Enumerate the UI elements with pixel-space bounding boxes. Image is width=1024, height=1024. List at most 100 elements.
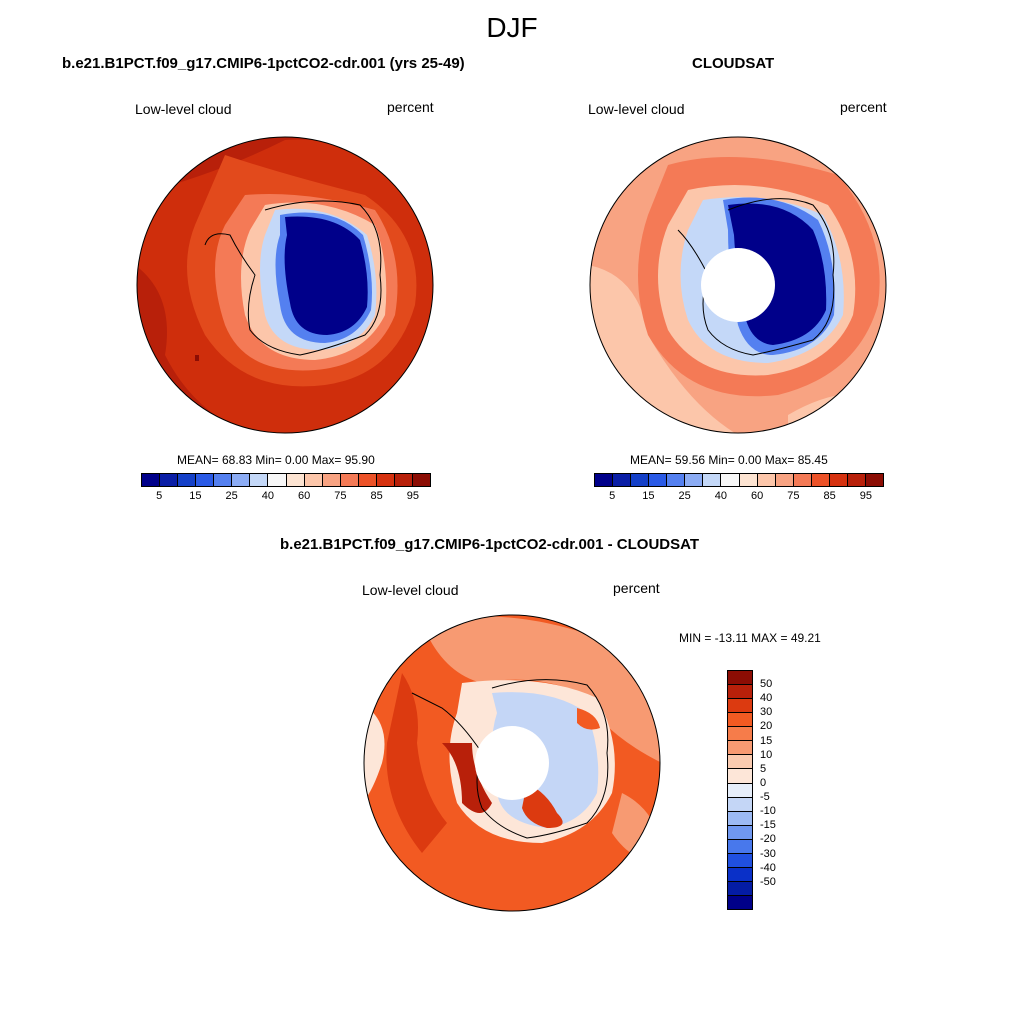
colorbar-swatch xyxy=(667,474,686,486)
colorbar-swatch xyxy=(685,474,704,486)
colorbar-tick-label: 40 xyxy=(261,490,274,502)
colorbar-swatch xyxy=(793,474,812,486)
colorbar-tick-label: -40 xyxy=(760,861,776,874)
colorbar-swatch xyxy=(728,713,752,728)
model-units-label: percent xyxy=(387,99,434,115)
colorbar-tick-label: 15 xyxy=(642,490,655,502)
colorbar-tick-label: 60 xyxy=(751,490,764,502)
colorbar-swatch xyxy=(649,474,668,486)
figure-title: DJF xyxy=(486,12,538,43)
colorbar-swatch xyxy=(728,896,752,910)
colorbar-swatch xyxy=(304,474,323,486)
colorbar-swatch xyxy=(232,474,251,486)
colorbar-tick-label: -20 xyxy=(760,833,776,846)
colorbar-tick-label: 50 xyxy=(760,678,773,691)
colorbar-tick-label: 75 xyxy=(787,490,800,502)
colorbar-swatch xyxy=(340,474,359,486)
colorbar-swatch xyxy=(358,474,377,486)
colorbar-swatch xyxy=(728,769,752,784)
colorbar-swatch xyxy=(142,474,161,486)
colorbar-swatch xyxy=(728,825,752,840)
colorbar-swatch xyxy=(775,474,794,486)
colorbar-tick-label: 95 xyxy=(859,490,872,502)
colorbar-swatch xyxy=(214,474,233,486)
colorbar-swatch xyxy=(739,474,758,486)
colorbar-swatch xyxy=(847,474,866,486)
colorbar-swatch xyxy=(268,474,287,486)
colorbar-tick-label: 0 xyxy=(760,776,767,789)
colorbar-tick-label: -10 xyxy=(760,805,776,818)
obs-units-label: percent xyxy=(840,99,887,115)
colorbar-swatch xyxy=(631,474,650,486)
colorbar-swatch xyxy=(322,474,341,486)
colorbar-swatch xyxy=(865,474,883,486)
colorbar-tick-label: 15 xyxy=(760,734,773,747)
colorbar-swatch xyxy=(728,867,752,882)
colorbar-swatch xyxy=(613,474,632,486)
diff-units-label: percent xyxy=(613,580,660,596)
colorbar-swatch xyxy=(250,474,269,486)
model-polar-map xyxy=(136,136,434,434)
obs-stats: MEAN= 59.56 Min= 0.00 Max= 85.45 xyxy=(630,453,828,467)
colorbar-swatch xyxy=(728,727,752,742)
colorbar-tick-label: 75 xyxy=(334,490,347,502)
colorbar-swatch xyxy=(178,474,197,486)
colorbar-swatch xyxy=(728,755,752,770)
colorbar-swatch xyxy=(376,474,395,486)
colorbar-swatch xyxy=(829,474,848,486)
colorbar-tick-label: -15 xyxy=(760,819,776,832)
colorbar-swatch xyxy=(595,474,614,486)
colorbar-swatch xyxy=(728,685,752,700)
colorbar-tick-label: 85 xyxy=(823,490,836,502)
diff-panel-title: b.e21.B1PCT.f09_g17.CMIP6-1pctCO2-cdr.00… xyxy=(280,536,700,553)
colorbar-tick-label: 5 xyxy=(760,762,767,775)
obs-polar-map xyxy=(589,136,887,434)
colorbar-swatch xyxy=(721,474,740,486)
obs-colorbar: 5 15 25 40 60 75 85 95 xyxy=(594,473,884,502)
colorbar-swatch xyxy=(728,853,752,868)
model-colorbar: 5 15 25 40 60 75 85 95 xyxy=(141,473,431,502)
colorbar-swatch xyxy=(728,811,752,826)
colorbar-swatch xyxy=(757,474,776,486)
colorbar-swatch xyxy=(728,783,752,798)
colorbar-tick-label: 20 xyxy=(760,720,773,733)
colorbar-swatch xyxy=(728,671,752,686)
diff-variable-label: Low-level cloud xyxy=(362,582,459,598)
obs-panel-title: CLOUDSAT xyxy=(692,55,775,72)
colorbar-swatch xyxy=(394,474,413,486)
diff-colorbar xyxy=(727,670,753,910)
diff-polar-map xyxy=(363,614,661,912)
diff-minmax: MIN = -13.11 MAX = 49.21 xyxy=(679,631,821,645)
colorbar-swatch xyxy=(728,741,752,756)
colorbar-swatch xyxy=(728,797,752,812)
colorbar-tick-label: 30 xyxy=(760,706,773,719)
model-variable-label: Low-level cloud xyxy=(135,101,232,117)
diff-colorbar-labels: 50 40 30 20 15 10 5 0 -5 -10 -15 -20 -30 -40 -50 xyxy=(760,670,800,910)
colorbar-swatch xyxy=(728,839,752,854)
colorbar-swatch xyxy=(728,699,752,714)
colorbar-tick-label: 10 xyxy=(760,748,773,761)
obs-variable-label: Low-level cloud xyxy=(588,101,685,117)
colorbar-tick-label: 40 xyxy=(760,692,773,705)
colorbar-tick-label: 25 xyxy=(678,490,691,502)
colorbar-swatch xyxy=(286,474,305,486)
colorbar-tick-label: 60 xyxy=(298,490,311,502)
colorbar-tick-label: -50 xyxy=(760,875,776,888)
colorbar-tick-label: 40 xyxy=(714,490,727,502)
model-stats: MEAN= 68.83 Min= 0.00 Max= 95.90 xyxy=(177,453,375,467)
colorbar-tick-label: 95 xyxy=(406,490,419,502)
colorbar-tick-label: 25 xyxy=(225,490,238,502)
colorbar-swatch xyxy=(160,474,179,486)
colorbar-swatch xyxy=(412,474,430,486)
colorbar-swatch xyxy=(728,881,752,896)
colorbar-tick-label: -30 xyxy=(760,847,776,860)
colorbar-swatch xyxy=(703,474,722,486)
colorbar-tick-label: 5 xyxy=(609,490,616,502)
colorbar-tick-label: 15 xyxy=(189,490,202,502)
colorbar-tick-label: 85 xyxy=(370,490,383,502)
colorbar-tick-label: 5 xyxy=(156,490,163,502)
colorbar-swatch xyxy=(196,474,215,486)
colorbar-swatch xyxy=(811,474,830,486)
model-panel-title: b.e21.B1PCT.f09_g17.CMIP6-1pctCO2-cdr.00… xyxy=(62,55,465,72)
colorbar-tick-label: -5 xyxy=(760,791,770,804)
